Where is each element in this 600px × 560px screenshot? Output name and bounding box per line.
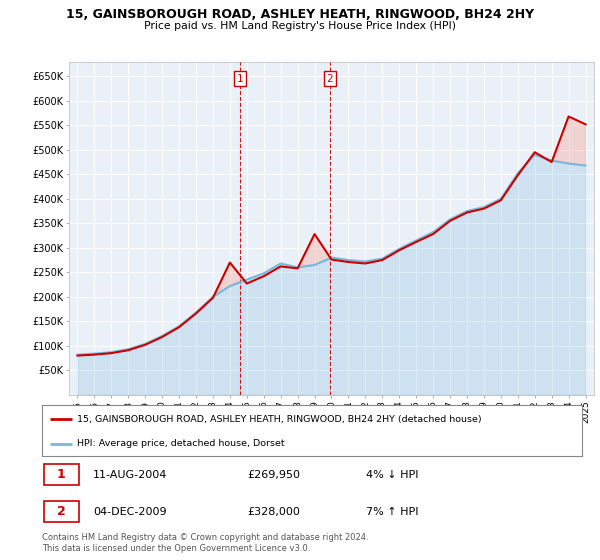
FancyBboxPatch shape	[44, 464, 79, 485]
Text: 1: 1	[237, 74, 244, 84]
FancyBboxPatch shape	[44, 501, 79, 522]
Text: HPI: Average price, detached house, Dorset: HPI: Average price, detached house, Dors…	[77, 439, 285, 448]
Text: 04-DEC-2009: 04-DEC-2009	[94, 507, 167, 517]
Text: 11-AUG-2004: 11-AUG-2004	[94, 470, 167, 479]
Text: 7% ↑ HPI: 7% ↑ HPI	[366, 507, 419, 517]
Text: 2: 2	[326, 74, 333, 84]
Text: Contains HM Land Registry data © Crown copyright and database right 2024.
This d: Contains HM Land Registry data © Crown c…	[42, 533, 368, 553]
Text: 15, GAINSBOROUGH ROAD, ASHLEY HEATH, RINGWOOD, BH24 2HY: 15, GAINSBOROUGH ROAD, ASHLEY HEATH, RIN…	[66, 8, 534, 21]
Text: Price paid vs. HM Land Registry's House Price Index (HPI): Price paid vs. HM Land Registry's House …	[144, 21, 456, 31]
Text: £328,000: £328,000	[247, 507, 300, 517]
Text: 15, GAINSBOROUGH ROAD, ASHLEY HEATH, RINGWOOD, BH24 2HY (detached house): 15, GAINSBOROUGH ROAD, ASHLEY HEATH, RIN…	[77, 415, 482, 424]
Text: 2: 2	[57, 505, 65, 518]
Text: 1: 1	[57, 468, 65, 481]
Text: 4% ↓ HPI: 4% ↓ HPI	[366, 470, 419, 479]
Text: £269,950: £269,950	[247, 470, 300, 479]
